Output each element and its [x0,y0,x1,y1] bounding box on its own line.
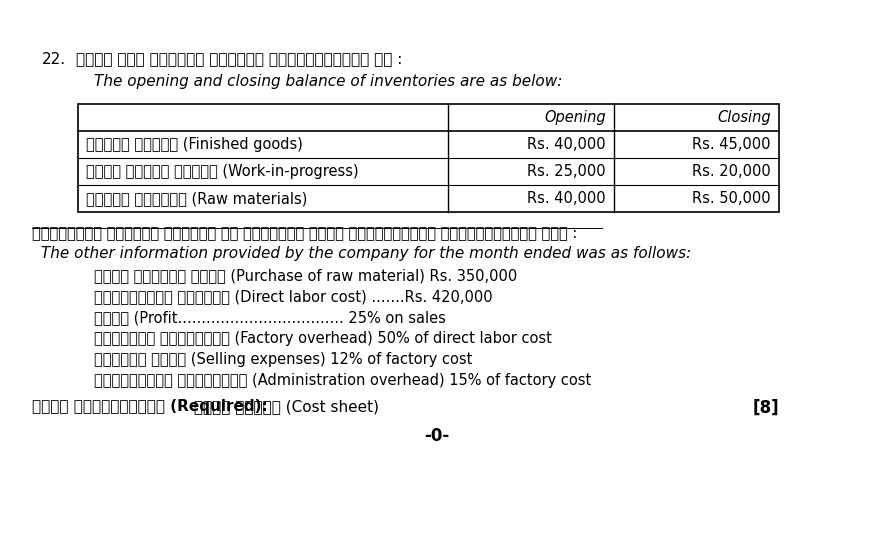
Text: कम्पनीले उपलब्ध गराएका एक महिनाका अन्य जानकारीहरू निम्नानुसार छन् :: कम्पनीले उपलब्ध गराएका एक महिनाका अन्य ज… [32,226,577,241]
Text: अर्थ तयारी वस्तु (Work-in-progress): अर्थ तयारी वस्तु (Work-in-progress) [86,164,359,179]
Text: प्रत्यक्ष ज्याला (Direct labor cost) .......Rs. 420,000: प्रत्यक्ष ज्याला (Direct labor cost) ...… [94,289,492,304]
Bar [78,104,779,212]
Text: Rs. 25,000: Rs. 25,000 [527,164,606,179]
Text: Rs. 40,000: Rs. 40,000 [527,191,606,206]
Text: Opening: Opening [544,110,606,125]
Text: Rs. 20,000: Rs. 20,000 [692,164,771,179]
Text: [8]: [8] [752,399,779,417]
Text: Rs. 40,000: Rs. 40,000 [527,137,606,152]
Text: 22.: 22. [42,52,66,67]
Text: कारखाना उपरिव्यय (Factory overhead) 50% of direct labor cost: कारखाना उपरिव्यय (Factory overhead) 50% … [94,331,552,346]
Text: Rs. 50,000: Rs. 50,000 [692,191,771,206]
Text: Closing: Closing [717,110,771,125]
Text: The other information provided by the company for the month ended was as follows: The other information provided by the co… [36,246,691,261]
Text: -0-: -0- [424,427,449,445]
Text: प्रशासनिक उपरिव्यय (Administration overhead) 15% of factory cost: प्रशासनिक उपरिव्यय (Administration overh… [94,373,591,388]
Text: Rs. 45,000: Rs. 45,000 [693,137,771,152]
Text: The opening and closing balance of inventories are as below:: The opening and closing balance of inven… [94,74,562,89]
Text: तयार पार्नुहोस् (Required):: तयार पार्नुहोस् (Required): [32,399,267,414]
Text: नाफा (Profit................................... 25% on sales: नाफा (Profit............................… [94,310,446,325]
Text: कच्च पदार्थ खरिद (Purchase of raw material) Rs. 350,000: कच्च पदार्थ खरिद (Purchase of raw materi… [94,268,517,283]
Text: तयारी वस्तु (Finished goods): तयारी वस्तु (Finished goods) [86,137,303,152]
Text: विक्रय खर्च (Selling expenses) 12% of factory cost: विक्रय खर्च (Selling expenses) 12% of fa… [94,352,472,367]
Text: कच्चा पदार्थ (Raw materials): कच्चा पदार्थ (Raw materials) [86,191,307,206]
Text: शुरू तथा अन्तिम मौजदात निम्नानुसार छु :: शुरू तथा अन्तिम मौजदात निम्नानुसार छु : [75,52,402,67]
Text: लागत विवरण (Cost sheet): लागत विवरण (Cost sheet) [189,399,379,414]
